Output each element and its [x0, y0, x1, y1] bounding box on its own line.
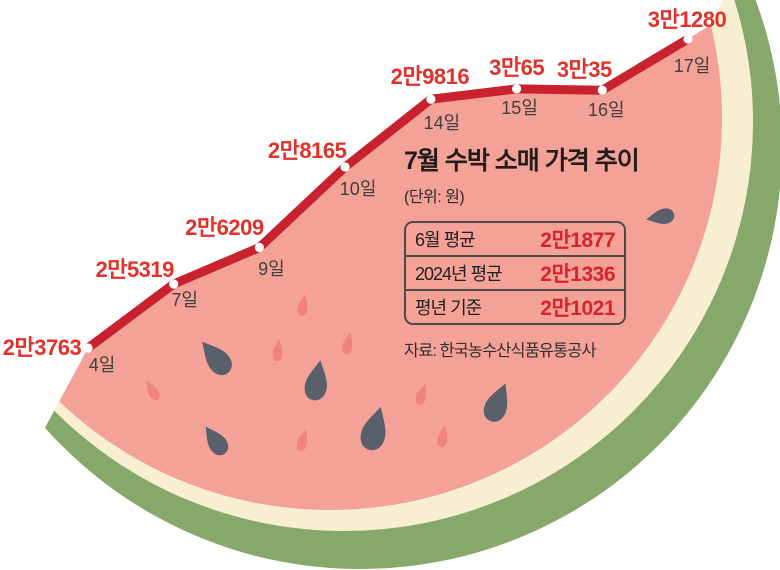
- value-label: 2만6209: [185, 214, 264, 240]
- data-point-marker: [340, 162, 350, 172]
- table-row-label: 6월 평균: [415, 229, 476, 250]
- day-label: 14일: [423, 113, 461, 134]
- table-row: 2024년 평균 2만1336: [406, 254, 624, 289]
- day-label: 17일: [673, 56, 711, 76]
- watermelon-seeds: [146, 208, 675, 456]
- seed-pink-icon: [437, 425, 448, 448]
- table-row: 6월 평균 2만1877: [406, 223, 624, 255]
- chart-title: 7월 수박 소매 가격 추이: [404, 147, 640, 175]
- seed-dark-icon: [205, 426, 229, 456]
- value-label: 2만9816: [390, 64, 470, 90]
- day-label: 4일: [88, 355, 116, 375]
- value-label: 3만1280: [647, 7, 727, 32]
- day-label: 15일: [501, 97, 538, 118]
- data-point-marker: [597, 85, 607, 95]
- seed-pink-icon: [297, 294, 308, 317]
- data-point-marker: [426, 94, 436, 104]
- day-label: 9일: [258, 258, 285, 279]
- seed-pink-icon: [296, 429, 308, 452]
- data-point-marker: [83, 343, 93, 353]
- seed-dark-icon: [304, 360, 327, 401]
- seed-pink-icon: [415, 383, 427, 405]
- seed-dark-icon: [360, 406, 386, 451]
- table-row-label: 평년 기준: [415, 297, 482, 318]
- seed-pink-icon: [146, 380, 160, 401]
- day-label: 7일: [171, 290, 198, 310]
- background-cutout: [0, 0, 723, 450]
- data-point-marker: [683, 34, 693, 44]
- value-label: 3만35: [556, 57, 612, 83]
- table-row: 평년 기준 2만1021: [406, 288, 624, 323]
- info-panel: 7월 수박 소매 가격 추이 (단위: 원) 6월 평균 2만1877 2024…: [404, 147, 640, 361]
- unit-label: (단위: 원): [404, 188, 465, 206]
- day-label: 16일: [588, 100, 625, 121]
- value-label: 2만5319: [95, 257, 174, 282]
- data-point-marker: [169, 279, 179, 289]
- value-label: 2만3763: [2, 335, 82, 360]
- data-point-markers: [83, 34, 693, 353]
- seed-dark-icon: [202, 341, 232, 376]
- seed-pink-icon: [342, 332, 353, 355]
- table-row-value: 2만1336: [540, 262, 615, 286]
- table-row-value: 2만1021: [540, 296, 615, 320]
- reference-table: 6월 평균 2만1877 2024년 평균 2만1336 평년 기준 2만102…: [404, 220, 626, 325]
- data-point-marker: [254, 242, 264, 253]
- seed-dark-icon: [483, 383, 508, 422]
- seed-dark-icon: [646, 208, 675, 224]
- price-trend-line: [83, 34, 693, 353]
- value-label: 3만65: [489, 54, 545, 80]
- source-note: 자료: 한국농수산식품유통공사: [404, 341, 597, 360]
- seed-pink-icon: [272, 339, 283, 362]
- value-label: 2만8165: [267, 138, 347, 163]
- data-point-marker: [511, 84, 522, 94]
- table-row-value: 2만1877: [540, 228, 615, 252]
- day-label: 10일: [339, 179, 377, 199]
- table-row-label: 2024년 평균: [415, 263, 503, 284]
